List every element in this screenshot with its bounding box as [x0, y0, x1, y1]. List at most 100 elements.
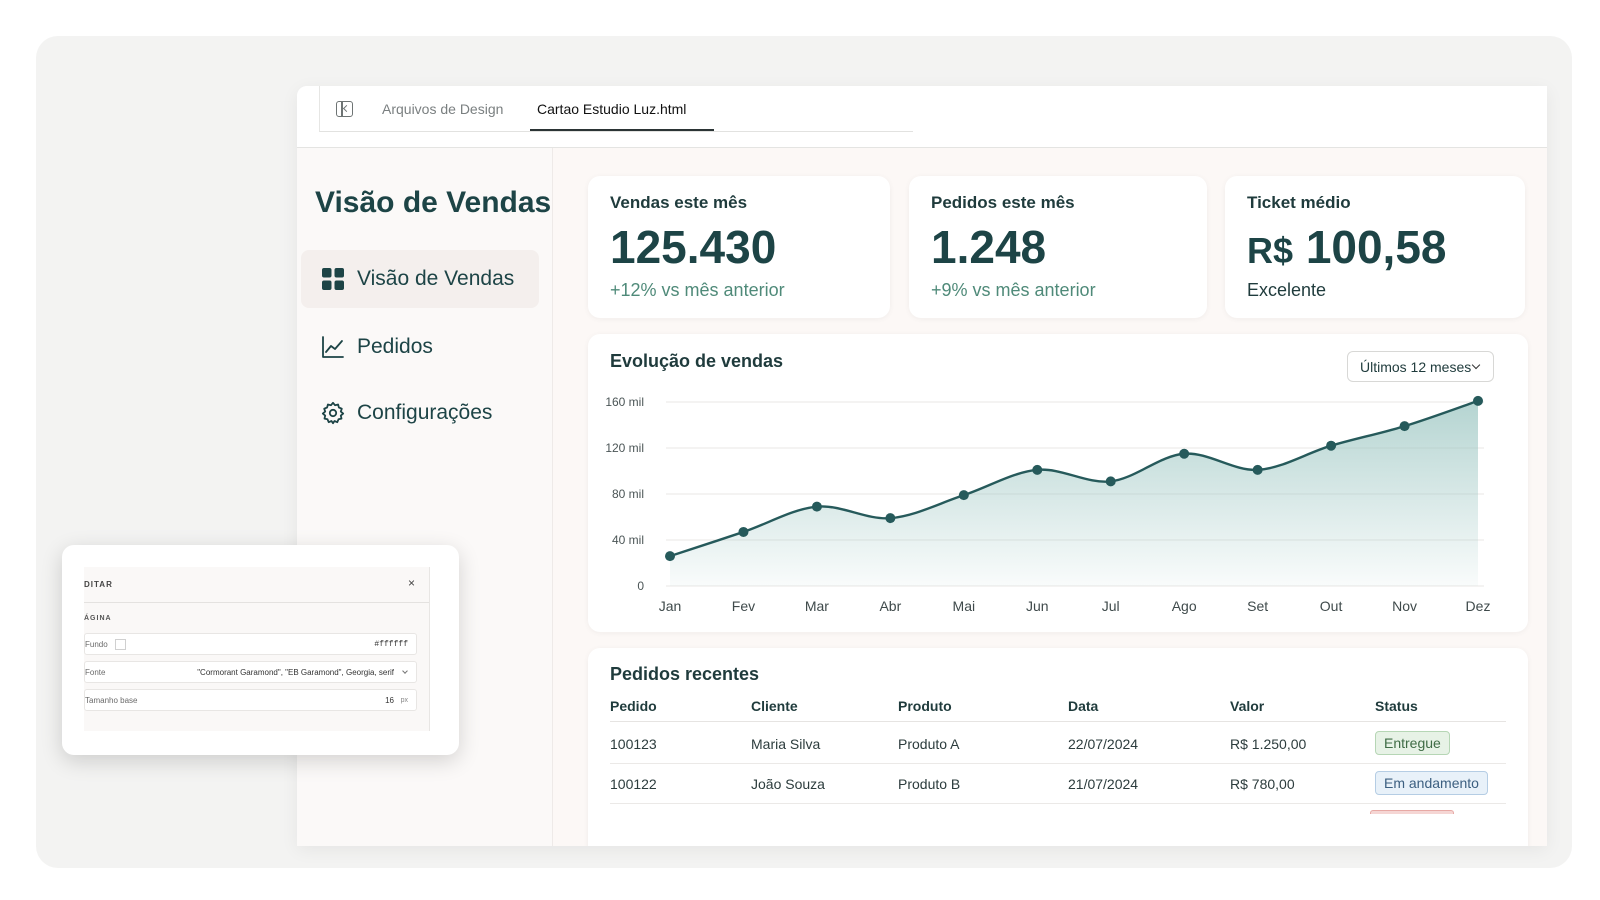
- chart-data-point: [1252, 464, 1263, 475]
- status-badge-cell: Entregue: [1375, 731, 1450, 755]
- order-customer: João Souza: [751, 776, 825, 792]
- field-label: Fonte: [85, 668, 106, 677]
- app-brand-title: Visão de Vendas: [315, 186, 552, 219]
- tab-bar: Arquivos de Design Cartao Estudio Luz.ht…: [297, 86, 1547, 148]
- gear-icon: [321, 401, 345, 425]
- editor-panel-body: DITAR × ÁGINA Fundo #ffffff Fonte "Cormo…: [84, 567, 430, 731]
- field-unit: px: [400, 697, 408, 704]
- status-badge: Entregue: [1375, 731, 1450, 755]
- x-tick-label: Nov: [1392, 598, 1417, 614]
- kpi-delta: +9% vs mês anterior: [931, 280, 1096, 300]
- sidebar-item-orders[interactable]: Pedidos: [301, 318, 539, 376]
- base-size-field[interactable]: Tamanho base 16 px: [84, 689, 417, 711]
- kpi-value: 1.248: [931, 221, 1047, 273]
- y-tick-label: 0: [637, 579, 644, 593]
- table-row[interactable]: 100123 Maria Silva Produto A 22/07/2024 …: [610, 724, 1506, 764]
- order-value: R$ 1.250,00: [1230, 736, 1307, 752]
- sidebar-item-dashboard[interactable]: Visão de Vendas: [301, 250, 539, 308]
- divider: [84, 602, 429, 603]
- field-value: "Cormorant Garamond", "EB Garamond", Geo…: [197, 668, 394, 677]
- order-date: 22/07/2024: [1068, 736, 1139, 752]
- order-customer: Maria Silva: [751, 736, 821, 752]
- sidebar-toggle-icon[interactable]: [336, 101, 353, 117]
- x-tick-label: Jun: [1026, 598, 1049, 614]
- chart-data-point: [1326, 440, 1337, 451]
- line-chart-icon: [322, 336, 344, 358]
- order-value: R$ 780,00: [1230, 776, 1295, 792]
- kpi-value: R$ 100,58: [1247, 220, 1447, 274]
- sidebar-item-settings[interactable]: Configurações: [301, 384, 539, 442]
- column-header: Pedido: [610, 698, 657, 714]
- currency-prefix: R$: [1247, 230, 1294, 271]
- field-label: Fundo: [85, 640, 108, 649]
- editor-section-title: ÁGINA: [84, 615, 112, 622]
- x-tick-label: Dez: [1466, 598, 1491, 614]
- period-select[interactable]: Últimos 12 meses: [1347, 351, 1494, 382]
- x-tick-label: Jul: [1102, 598, 1120, 614]
- tab-design-files[interactable]: Arquivos de Design: [382, 101, 504, 117]
- editor-title: DITAR: [84, 580, 113, 589]
- column-header: Data: [1068, 698, 1099, 714]
- chart-data-point: [885, 513, 896, 524]
- x-tick-label: Jan: [659, 598, 682, 614]
- background-color-field[interactable]: Fundo #ffffff: [84, 633, 417, 655]
- x-tick-label: Mar: [805, 598, 829, 614]
- x-tick-label: Abr: [879, 598, 901, 614]
- dashboard-grid-icon: [322, 268, 344, 290]
- table-header: Pedido Cliente Produto Data Valor Status: [610, 698, 1506, 722]
- field-value: #ffffff: [374, 640, 408, 649]
- y-tick-label: 80 mil: [612, 487, 644, 501]
- color-swatch[interactable]: [115, 639, 126, 650]
- column-header: Status: [1375, 698, 1418, 714]
- y-tick-label: 40 mil: [612, 533, 644, 547]
- tab-active-file[interactable]: Cartao Estudio Luz.html: [537, 101, 687, 117]
- chart-data-point: [665, 551, 675, 562]
- status-badge-cell: Em andamento: [1375, 771, 1488, 795]
- x-tick-label: Fev: [732, 598, 755, 614]
- order-product: Produto B: [898, 776, 961, 792]
- sidebar-item-label: Pedidos: [357, 335, 433, 358]
- field-label: Tamanho base: [85, 696, 138, 705]
- kpi-title: Ticket médio: [1247, 193, 1351, 212]
- x-tick-label: Ago: [1172, 598, 1197, 614]
- chart-data-point: [1473, 395, 1483, 406]
- chart-data-point: [958, 490, 969, 501]
- app-window: Arquivos de Design Cartao Estudio Luz.ht…: [297, 86, 1547, 846]
- chart-area-fill: [670, 400, 1478, 586]
- chart-data-point: [738, 526, 749, 537]
- close-icon[interactable]: ×: [407, 576, 415, 590]
- field-value: 16: [385, 696, 394, 705]
- order-product: Produto A: [898, 736, 960, 752]
- chart-series-line: [669, 399, 1479, 558]
- editor-panel: DITAR × ÁGINA Fundo #ffffff Fonte "Cormo…: [62, 545, 459, 755]
- column-header: Valor: [1230, 698, 1265, 714]
- table-row[interactable]: 100122 João Souza Produto B 21/07/2024 R…: [610, 764, 1506, 804]
- chart-data-point: [1032, 464, 1043, 475]
- chart-data-point: [1105, 476, 1116, 487]
- y-tick-label: 120 mil: [605, 441, 644, 455]
- font-select[interactable]: Fonte "Cormorant Garamond", "EB Garamond…: [84, 661, 417, 683]
- column-header: Produto: [898, 698, 952, 714]
- order-id: 100123: [610, 736, 657, 752]
- period-select-value: Últimos 12 meses: [1360, 358, 1472, 375]
- chevron-down-icon: [1471, 360, 1481, 370]
- kpi-title: Vendas este mês: [610, 193, 748, 212]
- status-badge-partial: [1370, 810, 1454, 814]
- chart-data-point: [1399, 421, 1410, 432]
- chevron-down-icon: [402, 668, 408, 674]
- kpi-delta: +12% vs mês anterior: [610, 280, 785, 300]
- kpi-card-orders: Pedidos este mês 1.248 +9% vs mês anteri…: [909, 176, 1207, 318]
- orders-title: Pedidos recentes: [610, 664, 760, 684]
- kpi-card-average-ticket: Ticket médio R$ 100,58 Excelente: [1225, 176, 1525, 318]
- chart-title: Evolução de vendas: [610, 351, 784, 371]
- sidebar-item-label: Configurações: [357, 401, 493, 424]
- chart-data-point: [1179, 448, 1190, 459]
- active-tab-indicator: [530, 129, 714, 131]
- sales-chart-card: 160 mil 120 mil 80 mil 40 mil 0 Jan Fev Mar Abr M…: [588, 334, 1528, 632]
- order-id: 100122: [610, 776, 657, 792]
- order-date: 21/07/2024: [1068, 776, 1139, 792]
- kpi-status: Excelente: [1247, 280, 1327, 300]
- column-header: Cliente: [751, 698, 798, 714]
- y-tick-label: 160 mil: [605, 395, 644, 409]
- kpi-value: 125.430: [610, 221, 777, 273]
